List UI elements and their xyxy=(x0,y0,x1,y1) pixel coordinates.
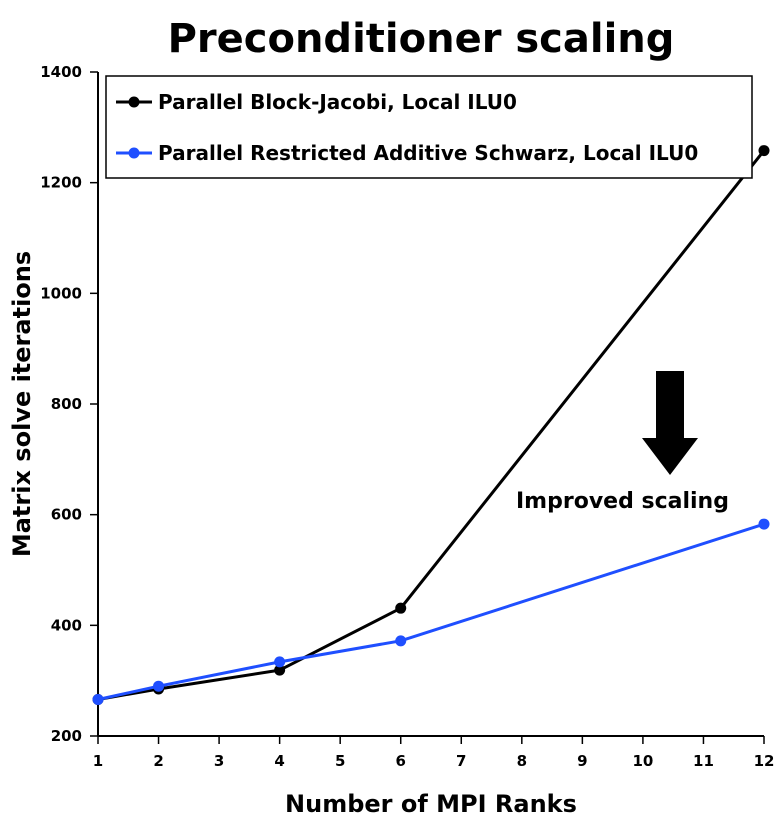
legend-label-0: Parallel Block-Jacobi, Local ILU0 xyxy=(158,90,517,114)
x-tick-label: 6 xyxy=(396,752,406,770)
annotation-text: Improved scaling xyxy=(516,489,729,514)
x-tick-label: 11 xyxy=(693,752,714,770)
y-axis-label: Matrix solve iterations xyxy=(8,251,36,557)
y-axis: 200 400 600 800 1000 1200 1400 xyxy=(40,63,99,745)
chart-title: Preconditioner scaling xyxy=(168,16,675,62)
x-tick-label: 4 xyxy=(274,752,284,770)
legend-box xyxy=(105,75,753,179)
series-layer xyxy=(92,145,770,705)
data-point-0-2 xyxy=(274,664,286,676)
data-point-1-1 xyxy=(153,680,165,692)
y-tick-label: 400 xyxy=(51,616,82,634)
x-tick-label: 5 xyxy=(335,752,345,770)
legend-label-1: Parallel Restricted Additive Schwarz, Lo… xyxy=(158,141,698,165)
x-tick-label: 10 xyxy=(632,752,653,770)
x-tick-label: 8 xyxy=(517,752,527,770)
legend-marker-1 xyxy=(128,147,140,159)
y-tick-label: 1400 xyxy=(40,63,82,81)
x-tick-label: 12 xyxy=(754,752,775,770)
x-tick-label: 9 xyxy=(577,752,587,770)
annotation: Improved scaling xyxy=(516,371,729,514)
data-point-0-4 xyxy=(758,145,770,157)
y-tick-label: 200 xyxy=(51,727,82,745)
down-arrow-icon xyxy=(642,371,698,475)
legend: Parallel Block-Jacobi, Local ILU0 Paralle… xyxy=(105,75,753,179)
data-point-0-3 xyxy=(395,602,407,614)
series-line-1 xyxy=(96,522,766,701)
x-tick-label: 2 xyxy=(153,752,163,770)
y-tick-label: 1200 xyxy=(40,174,82,192)
data-point-1-0 xyxy=(92,693,104,705)
legend-marker-0 xyxy=(128,96,140,108)
x-axis-label: Number of MPI Ranks xyxy=(285,790,577,818)
data-point-1-2 xyxy=(274,656,286,668)
x-axis: 1 2 3 4 5 6 7 8 9 10 11 12 xyxy=(93,735,775,770)
data-point-1-3 xyxy=(395,635,407,647)
y-tick-label: 600 xyxy=(51,506,82,524)
y-tick-label: 1000 xyxy=(40,284,82,302)
data-point-1-4 xyxy=(758,518,770,530)
x-tick-label: 3 xyxy=(214,752,224,770)
x-tick-label: 1 xyxy=(93,752,103,770)
x-tick-label: 7 xyxy=(456,752,466,770)
legend-items: Parallel Block-Jacobi, Local ILU0 Paralle… xyxy=(116,90,698,165)
y-tick-label: 800 xyxy=(51,395,82,413)
